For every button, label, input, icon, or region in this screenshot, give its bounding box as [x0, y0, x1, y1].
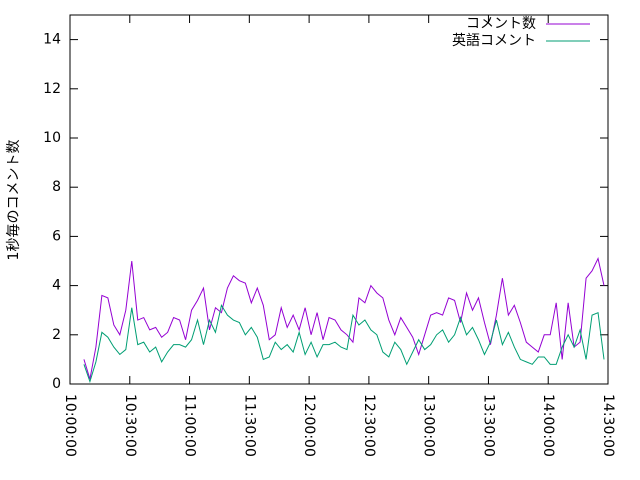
y-tick-label: 0 — [52, 376, 61, 392]
y-tick-label: 10 — [43, 130, 61, 146]
y-axis-label: 1秒毎のコメント数 — [6, 140, 22, 261]
plot-border — [69, 14, 609, 385]
x-tick-label: 13:00:00 — [421, 394, 437, 457]
legend-label: 英語コメント — [452, 32, 536, 49]
x-tick-label: 10:00:00 — [62, 394, 78, 457]
x-tick-label: 14:00:00 — [540, 394, 556, 457]
y-tick-label: 4 — [52, 278, 61, 294]
x-tick-label: 12:30:00 — [361, 394, 377, 457]
series-line — [83, 257, 605, 380]
x-tick-label: 10:30:00 — [122, 394, 138, 457]
x-tick-label: 11:30:00 — [241, 394, 257, 457]
y-tick-label: 14 — [43, 32, 61, 48]
x-tick-label: 12:00:00 — [301, 394, 317, 457]
x-tick-label: 14:30:00 — [600, 394, 616, 457]
x-tick-label: 13:30:00 — [480, 394, 496, 457]
y-tick-label: 12 — [43, 81, 61, 97]
series-line — [83, 303, 605, 384]
x-tick-label: 11:00:00 — [182, 394, 198, 457]
legend-label: コメント数 — [466, 16, 536, 32]
y-tick-label: 2 — [52, 327, 61, 343]
y-tick-label: 8 — [52, 179, 61, 195]
y-tick-label: 6 — [52, 228, 61, 244]
